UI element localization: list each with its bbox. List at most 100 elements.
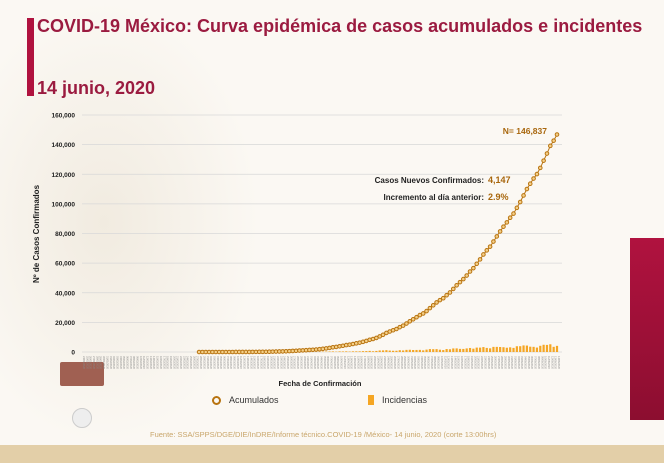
incidencia-bar [519,346,522,352]
x-tick-label: 17/03/2020 [259,356,263,370]
incidencia-bar [378,350,381,352]
x-tick-label: 09/03/2020 [233,356,237,370]
incidencia-bar [361,351,365,352]
x-tick-label: 01/04/2020 [309,356,313,370]
acumulado-point [517,199,523,205]
x-tick-label: 22/03/2020 [276,356,280,370]
incidencia-bar [509,347,512,352]
x-tick-label: 16/05/2020 [460,356,464,370]
acumulado-point [451,286,456,292]
x-tick-label: 28/04/2020 [400,356,404,370]
legend-incidencias: Incidencias [368,395,427,405]
x-tick-label: 28/01/2020 [95,356,99,370]
x-tick-label: 05/02/2020 [122,356,126,370]
x-tick-label: 09/06/2020 [540,356,544,370]
x-tick-label: 03/06/2020 [520,356,524,370]
x-tick-label: 24/05/2020 [487,356,491,370]
x-tick-label: 08/04/2020 [333,356,337,370]
x-tick-label: 25/02/2020 [189,356,193,370]
incidencia-bar [512,347,515,352]
incidencia-bar [455,348,458,352]
incidencia-bar [505,347,508,352]
x-tick-label: 01/05/2020 [410,356,414,370]
x-tick-label: 16/03/2020 [256,356,260,370]
incidencia-bar [395,350,398,352]
acumulado-point [524,186,530,192]
x-tick-label: 30/05/2020 [507,356,511,370]
x-tick-label: 06/06/2020 [530,356,534,370]
background-pattern [0,0,260,445]
incidencia-bar [545,344,549,352]
incidencia-bar [355,351,358,352]
x-tick-label: 10/02/2020 [139,356,143,370]
acumulado-point [380,332,386,338]
x-tick-label: 21/05/2020 [477,356,481,370]
y-tick-label: 60,000 [55,261,75,268]
acumulado-point [444,292,449,298]
acumulado-point [497,229,503,234]
acumulado-point [481,252,486,257]
x-tick-label: 24/04/2020 [386,356,390,370]
x-tick-label: 17/05/2020 [463,356,467,370]
x-tick-label: 12/03/2020 [243,356,247,370]
incidencia-bar [381,350,385,352]
y-axis-label: Nº de Casos Confirmados [32,184,41,283]
source-note: Fuente: SSA/SPPS/DGE/DIE/InDRE/Informe t… [150,430,497,439]
seal-icon [72,408,92,428]
acumulado-point [504,220,510,225]
acumulados-line [199,134,558,353]
y-tick-label: 100,000 [52,201,76,208]
x-tick-label: 20/03/2020 [269,356,273,370]
incidencia-bar [552,346,555,352]
x-tick-label: 26/01/2020 [89,356,93,370]
acumulado-point [424,308,429,314]
y-tick-label: 20,000 [55,320,75,327]
incidencia-bar [488,348,492,352]
incidencia-bar [448,349,452,352]
x-tick-label: 21/02/2020 [176,356,180,370]
acumulado-point [534,171,540,177]
side-accent-block [630,238,664,420]
x-tick-label: 25/03/2020 [286,356,290,370]
x-tick-label: 15/04/2020 [356,356,360,370]
x-tick-label: 03/03/2020 [212,356,216,370]
x-tick-label: 13/04/2020 [350,356,354,370]
acumulado-point [467,269,473,274]
report-date: 14 junio, 2020 [37,78,156,98]
x-tick-label: 14/03/2020 [249,356,253,370]
acumulado-point [447,290,453,295]
nuevos-value: 4,147 [488,175,511,185]
x-tick-label: 08/06/2020 [537,356,541,370]
title-accent-bar [27,18,34,96]
acumulado-point [554,132,560,137]
y-tick-label: 160,000 [52,113,76,120]
x-tick-label: 14/05/2020 [453,356,457,370]
x-tick-label: 29/02/2020 [202,356,206,370]
incidencia-bar [539,345,542,352]
incidencia-bar [525,345,528,352]
x-tick-label: 15/03/2020 [253,356,257,370]
incidencia-bar [415,349,418,352]
incidencia-bar [492,346,495,352]
x-tick-label: 16/02/2020 [159,356,163,370]
incremento-label: Incremento al día anterior: [384,193,484,202]
acumulado-point [521,193,526,198]
acumulado-point [527,181,533,187]
incidencia-bar [542,344,545,352]
x-tick-label: 18/05/2020 [467,356,471,370]
x-tick-label: 25/01/2020 [85,356,89,370]
y-tick-label: 120,000 [52,172,76,179]
acumulado-point [394,326,399,332]
circle-marker-icon [212,395,221,405]
acumulado-point [440,295,446,301]
x-tick-label: 23/05/2020 [483,356,487,370]
x-tick-label: 05/04/2020 [323,356,327,370]
incidencia-bar [495,346,498,352]
x-tick-label: 26/05/2020 [493,356,497,370]
x-axis-label: Fecha de Confirmación [279,379,362,388]
incidencia-bar [452,348,455,352]
incidencia-bar [465,348,468,352]
x-tick-label: 01/06/2020 [514,356,518,370]
acumulado-point [487,244,493,249]
incidencia-bar [428,349,431,352]
